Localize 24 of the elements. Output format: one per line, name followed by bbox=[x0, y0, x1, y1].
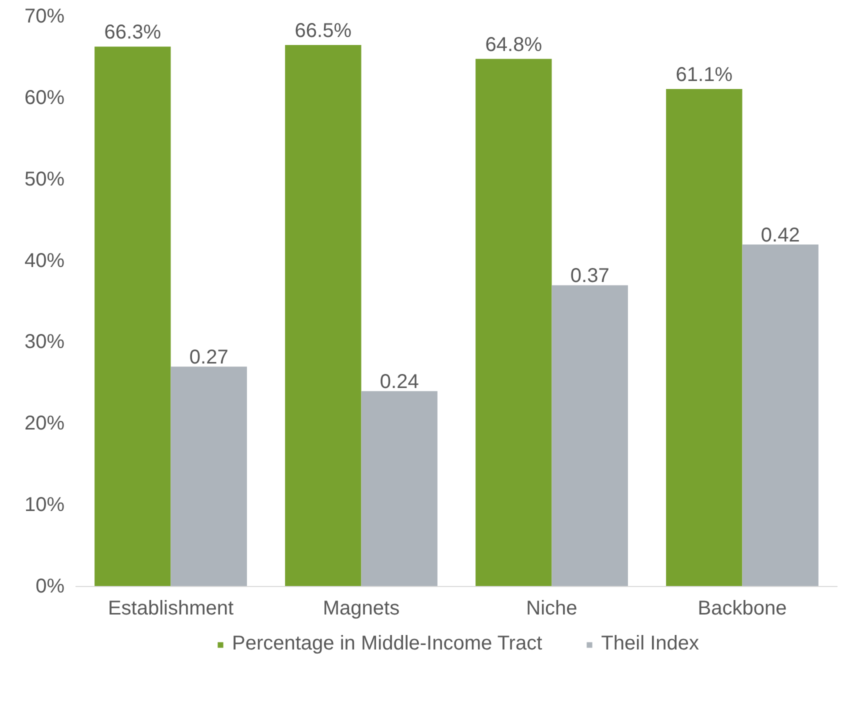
x-tick-label: Magnets bbox=[322, 598, 400, 620]
data-label: 0.37 bbox=[570, 265, 610, 288]
y-tick-label: 70% bbox=[24, 6, 65, 28]
x-tick-label: Backbone bbox=[698, 598, 787, 620]
y-tick-label: 10% bbox=[24, 494, 65, 516]
legend-label: Percentage in Middle-Income Tract bbox=[232, 632, 542, 656]
y-tick-label: 50% bbox=[24, 168, 65, 190]
bar bbox=[94, 46, 171, 586]
data-label: 61.1% bbox=[676, 64, 733, 86]
data-label: 0.27 bbox=[189, 346, 228, 369]
y-tick-label: 20% bbox=[24, 412, 65, 435]
y-tick-label: 60% bbox=[24, 86, 65, 109]
bar bbox=[285, 45, 362, 586]
data-label: 64.8% bbox=[485, 34, 542, 56]
x-tick-label: Niche bbox=[526, 598, 578, 620]
y-tick-label: 40% bbox=[24, 250, 65, 272]
x-tick-label: Establishment bbox=[108, 598, 234, 620]
data-label: 66.5% bbox=[294, 20, 352, 42]
legend-label: Theil Index bbox=[601, 632, 699, 656]
y-tick-label: 30% bbox=[24, 331, 65, 354]
y-tick-label: 0% bbox=[36, 576, 65, 598]
data-label: 66.3% bbox=[104, 22, 162, 44]
data-label: 0.24 bbox=[380, 371, 419, 394]
data-label: 0.42 bbox=[760, 224, 800, 246]
